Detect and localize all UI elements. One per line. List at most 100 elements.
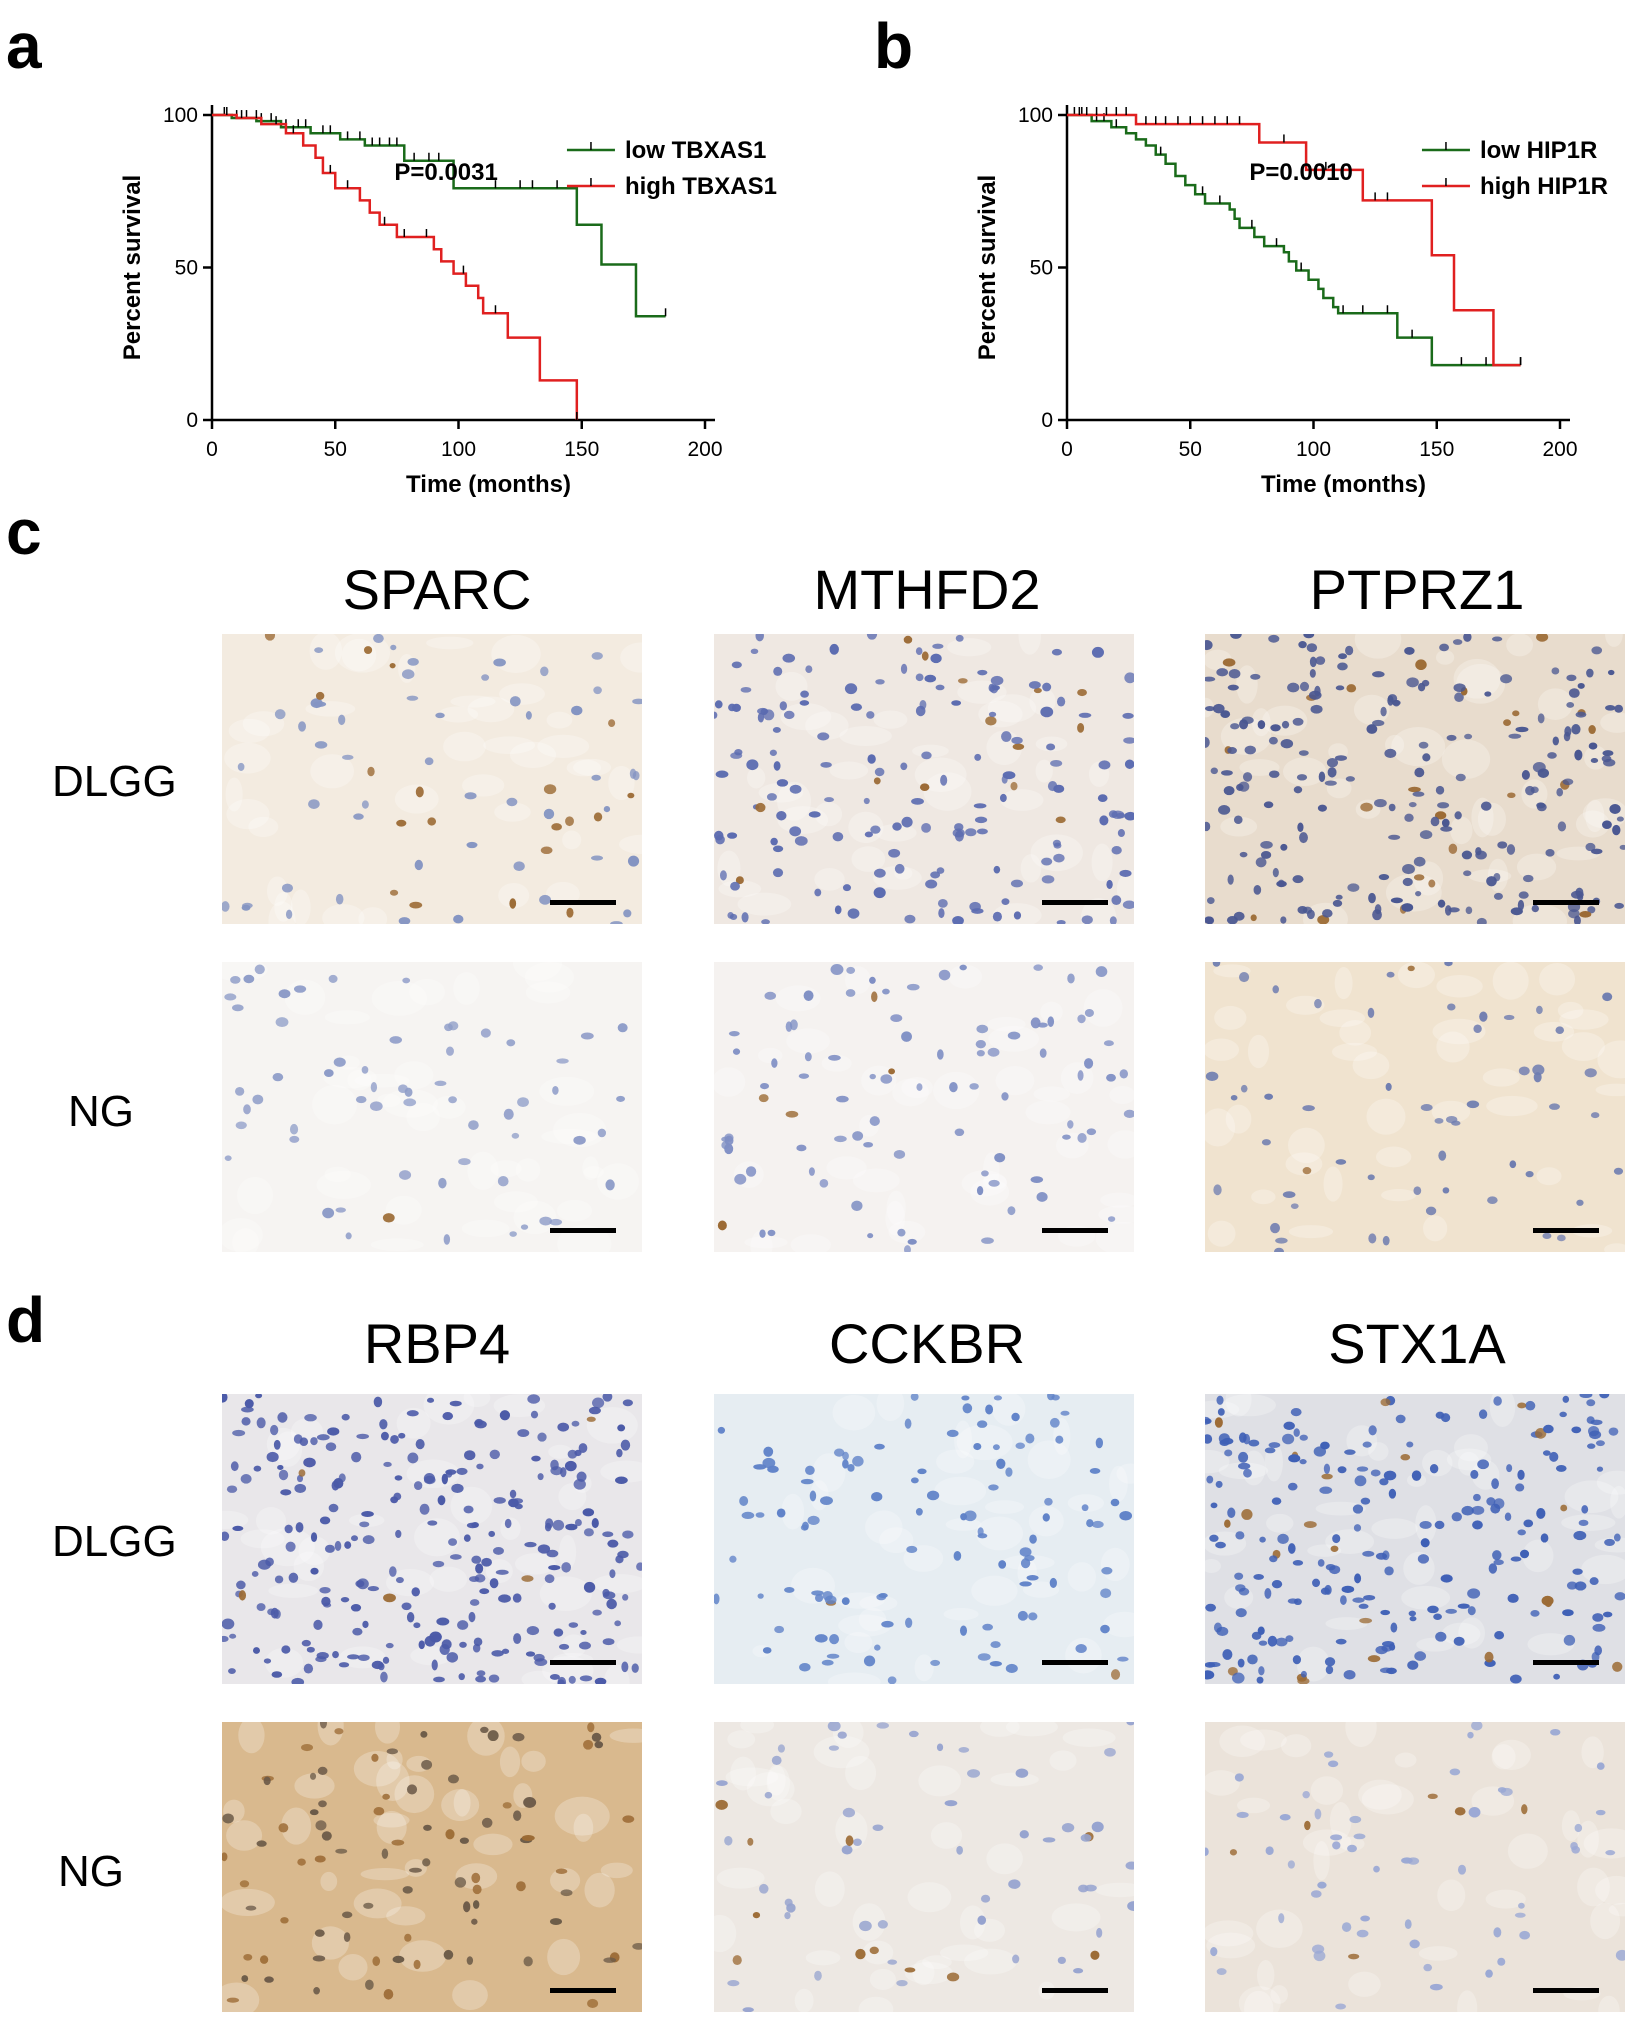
nucleus bbox=[463, 1534, 471, 1542]
micrograph bbox=[714, 1722, 1134, 2012]
nucleus bbox=[1243, 1433, 1251, 1445]
nucleus bbox=[1411, 1470, 1422, 1481]
tissue-texture bbox=[268, 1583, 319, 1598]
stained-cell bbox=[551, 823, 562, 831]
nucleus bbox=[1520, 1549, 1530, 1559]
nucleus bbox=[565, 1523, 578, 1531]
nucleus bbox=[1293, 1598, 1302, 1606]
nucleus bbox=[539, 1216, 553, 1226]
tissue-texture bbox=[767, 1764, 786, 1796]
nucleus bbox=[877, 1920, 888, 1929]
nucleus bbox=[1007, 1206, 1016, 1216]
legend-label-0: low TBXAS1 bbox=[625, 137, 766, 164]
tissue-texture bbox=[1416, 1637, 1454, 1652]
nucleus bbox=[1282, 1433, 1295, 1445]
stained-cell bbox=[715, 1799, 728, 1810]
nucleus bbox=[544, 1574, 555, 1584]
nucleus bbox=[998, 1560, 1007, 1569]
nucleus bbox=[829, 643, 839, 655]
nucleus bbox=[1323, 1463, 1331, 1474]
tissue-texture bbox=[265, 1647, 304, 1678]
nucleus bbox=[622, 1530, 634, 1539]
nucleus bbox=[1109, 916, 1117, 924]
stained-cell bbox=[1229, 1849, 1238, 1856]
tissue-texture bbox=[1391, 726, 1446, 767]
stained-cell bbox=[1302, 1167, 1312, 1175]
tissue-texture bbox=[1051, 1903, 1101, 1932]
scale-bar bbox=[550, 1988, 616, 1993]
nucleus bbox=[936, 867, 945, 874]
nucleus bbox=[1282, 1191, 1296, 1198]
nucleus bbox=[714, 711, 718, 719]
nucleus bbox=[580, 1032, 594, 1040]
nucleus bbox=[1356, 1466, 1369, 1472]
micrograph bbox=[222, 1722, 642, 2012]
tissue-texture bbox=[1413, 861, 1444, 896]
tissue-texture bbox=[281, 1807, 312, 1845]
tissue-texture bbox=[222, 1982, 260, 2012]
stained-cell bbox=[1304, 1820, 1311, 1831]
nucleus bbox=[293, 1434, 303, 1444]
tissue-texture bbox=[1561, 1032, 1605, 1061]
nucleus bbox=[974, 753, 982, 761]
nucleus bbox=[488, 1674, 500, 1683]
nucleus bbox=[1330, 1834, 1343, 1841]
nucleus bbox=[1464, 733, 1473, 740]
nucleus bbox=[1205, 676, 1216, 682]
nucleus bbox=[1543, 1424, 1554, 1434]
nucleus bbox=[985, 1404, 994, 1415]
nucleus bbox=[741, 1511, 755, 1520]
nucleus bbox=[380, 1671, 388, 1683]
nucleus bbox=[1293, 786, 1303, 794]
stained-cell bbox=[1224, 1519, 1231, 1528]
tissue-texture bbox=[1527, 1633, 1575, 1656]
nucleus bbox=[1334, 755, 1348, 761]
nucleus bbox=[938, 969, 951, 981]
tissue-texture bbox=[386, 1568, 435, 1597]
tissue-texture bbox=[875, 824, 917, 842]
nucleus bbox=[632, 698, 642, 705]
nucleus bbox=[328, 974, 338, 983]
nucleus bbox=[935, 684, 945, 691]
nucleus bbox=[1042, 682, 1052, 692]
nucleus bbox=[540, 666, 549, 677]
tissue-texture bbox=[450, 1486, 493, 1526]
nucleus bbox=[1491, 1478, 1499, 1490]
nucleus bbox=[1033, 964, 1043, 971]
nucleus bbox=[1241, 716, 1254, 725]
tissue-texture bbox=[1100, 1192, 1134, 1208]
nucleus bbox=[288, 1572, 299, 1583]
nucleus bbox=[784, 1586, 795, 1593]
nucleus bbox=[717, 1426, 726, 1434]
nucleus bbox=[1444, 962, 1453, 967]
nucleus bbox=[1353, 1524, 1362, 1532]
stained-cell bbox=[555, 1868, 568, 1874]
nucleus bbox=[1268, 736, 1278, 745]
nucleus bbox=[406, 695, 419, 701]
nucleus bbox=[469, 1576, 480, 1582]
nucleus bbox=[1523, 1519, 1534, 1528]
nucleus bbox=[558, 1643, 570, 1650]
nucleus bbox=[444, 1023, 453, 1032]
nucleus bbox=[489, 1449, 500, 1460]
nucleus bbox=[458, 1673, 465, 1681]
nucleus bbox=[917, 1468, 927, 1475]
nucleus bbox=[981, 1170, 989, 1177]
nucleus bbox=[1040, 706, 1054, 718]
nucleus bbox=[1566, 702, 1575, 708]
stained-cell bbox=[1348, 1953, 1360, 1960]
nucleus bbox=[1272, 985, 1279, 994]
tissue-texture bbox=[238, 1722, 265, 1754]
nucleus bbox=[1557, 821, 1567, 832]
nucleus bbox=[1218, 805, 1231, 815]
nucleus bbox=[1425, 1206, 1437, 1216]
nucleus bbox=[904, 914, 916, 924]
nucleus bbox=[828, 1745, 840, 1751]
nucleus bbox=[808, 811, 821, 818]
tissue-texture bbox=[879, 1527, 914, 1554]
tissue-texture bbox=[394, 784, 439, 814]
nucleus bbox=[1555, 1464, 1567, 1472]
tissue-texture bbox=[499, 1746, 521, 1778]
nucleus bbox=[1310, 704, 1323, 714]
nucleus bbox=[1124, 811, 1134, 821]
